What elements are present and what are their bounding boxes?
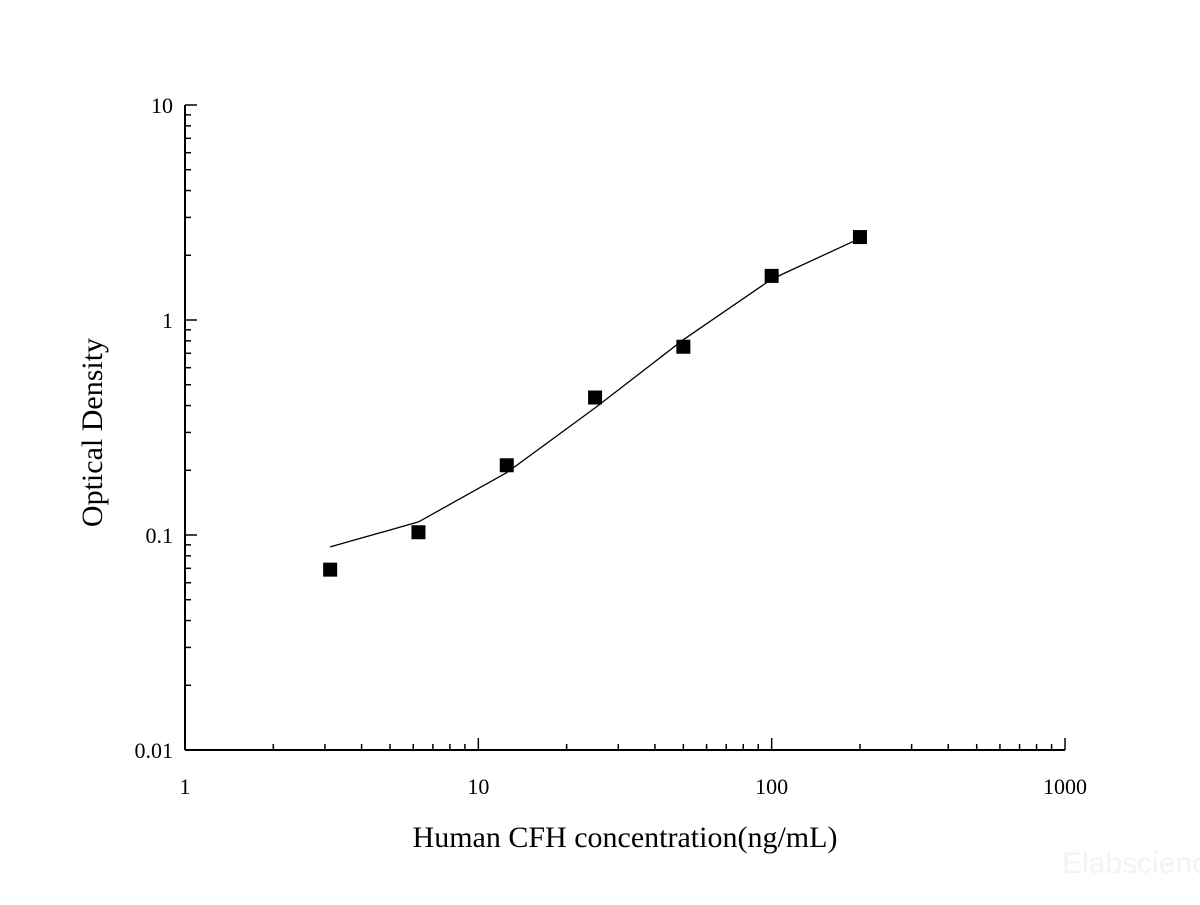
data-point: [323, 562, 338, 577]
data-point: [852, 230, 867, 245]
plot-area: [323, 230, 867, 577]
x-axis-ticks: 1 10 100 1000: [180, 738, 1087, 799]
x-tick-label: 1: [180, 774, 191, 799]
x-axis-title: Human CFH concentration(ng/mL): [413, 821, 838, 854]
data-point: [411, 525, 426, 540]
y-tick-label: 0.1: [146, 523, 174, 548]
x-tick-label: 100: [755, 774, 788, 799]
x-tick-label: 10: [467, 774, 489, 799]
data-point: [764, 268, 779, 283]
y-tick-label: 10: [151, 93, 173, 118]
y-axis-title: Optical Density: [76, 338, 109, 527]
x-tick-label: 1000: [1043, 774, 1087, 799]
data-point: [499, 458, 514, 473]
y-tick-label: 1: [162, 308, 173, 333]
data-point: [676, 339, 691, 354]
y-axis-ticks: 0.01 0.1 1 10: [135, 93, 197, 763]
y-tick-label: 0.01: [135, 738, 174, 763]
watermark: Elabscience: [1062, 847, 1200, 880]
axes: 1 10 100 1000 0.01 0.1 1 10: [135, 93, 1088, 799]
data-point: [588, 390, 603, 405]
